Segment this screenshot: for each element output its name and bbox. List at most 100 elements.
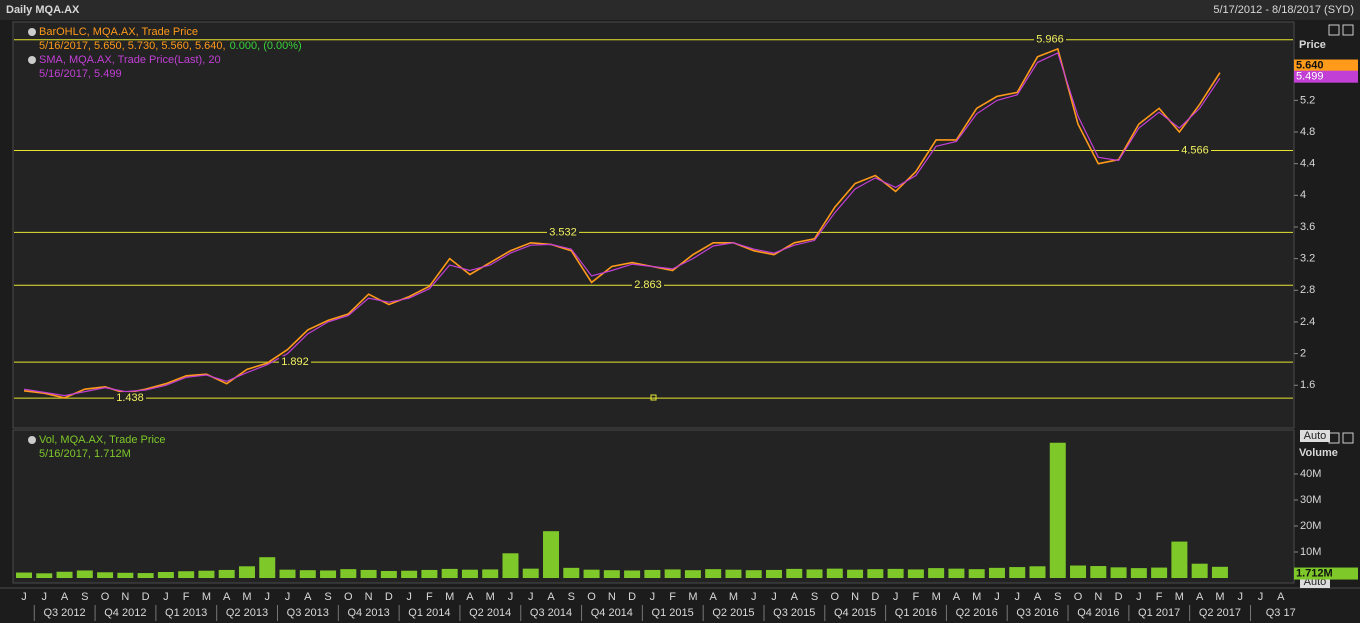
x-tick-label: S: [568, 591, 575, 603]
x-tick-label: O: [101, 591, 110, 603]
volume-bar: [56, 571, 73, 578]
volume-bar: [1029, 566, 1046, 578]
quarter-label: Q3 17: [1266, 607, 1296, 619]
x-tick-label: J: [751, 591, 757, 603]
volume-bar: [1090, 566, 1107, 578]
scale-button[interactable]: [1300, 430, 1330, 442]
x-tick-label: M: [202, 591, 211, 603]
axis-title: Price: [1299, 39, 1326, 51]
x-tick-label: O: [587, 591, 596, 603]
volume-bar: [218, 569, 235, 578]
volume-bar: [624, 570, 641, 578]
volume-bar: [97, 572, 114, 578]
x-tick-label: J: [1014, 591, 1020, 603]
x-tick-label: J: [21, 591, 27, 603]
legend-name[interactable]: SMA, MQA.AX, Trade Price(Last), 20: [39, 54, 221, 66]
x-tick-label: O: [831, 591, 840, 603]
level-label-bg: [279, 356, 311, 369]
x-tick-label: F: [426, 591, 433, 603]
x-tick-label: A: [791, 591, 799, 603]
close-button[interactable]: [1342, 24, 1354, 36]
y-tick-label: 3.2: [1300, 253, 1315, 265]
quarter-label: Q2 2014: [469, 607, 511, 619]
x-tick-label: D: [1115, 591, 1123, 603]
x-tick-label: J: [264, 591, 270, 603]
quarter-label: Q3 2013: [287, 607, 329, 619]
volume-bar: [157, 572, 174, 578]
volume-bar: [16, 572, 32, 578]
quarter-label: Q4 2014: [591, 607, 633, 619]
level-label: 4.566: [1181, 144, 1209, 156]
y-tick-label: 2: [1300, 348, 1306, 360]
legend-name[interactable]: Vol, MQA.AX, Trade Price: [39, 434, 166, 446]
chart-title: Daily MQA.AX: [6, 4, 80, 16]
x-tick-label: J: [994, 591, 1000, 603]
volume-bar: [461, 569, 478, 578]
y-tick-label: 4.8: [1300, 126, 1315, 138]
x-tick-label: J: [528, 591, 534, 603]
x-tick-label: S: [1054, 591, 1061, 603]
last-value-box: [1294, 59, 1358, 72]
x-tick-label: A: [547, 591, 555, 603]
volume-bar: [765, 569, 782, 578]
x-tick-label: J: [893, 591, 899, 603]
volume-bar: [826, 568, 843, 578]
close-button[interactable]: [1342, 432, 1354, 444]
volume-bar: [644, 569, 661, 578]
x-tick-label: M: [1215, 591, 1224, 603]
level-label-bg: [1179, 144, 1211, 157]
quarter-label: Q3 2016: [1016, 607, 1058, 619]
volume-bar: [36, 573, 53, 578]
x-tick-label: N: [365, 591, 373, 603]
x-tick-label: M: [445, 591, 454, 603]
x-tick-label: J: [1237, 591, 1243, 603]
legend-name[interactable]: BarOHLC, MQA.AX, Trade Price: [39, 26, 198, 38]
volume-bar: [1191, 563, 1208, 578]
volume-panel: [12, 429, 1295, 584]
title-bar: [0, 0, 1360, 20]
last-value-box: [1294, 567, 1358, 580]
panel-buttons[interactable]: [1328, 24, 1354, 444]
quarter-label: Q1 2014: [408, 607, 450, 619]
volume-bar: [907, 569, 924, 578]
anchor-marker[interactable]: [650, 394, 657, 401]
volume-bar: [887, 568, 904, 578]
volume-bar: [117, 572, 134, 578]
volume-bar: [745, 570, 762, 578]
x-tick-label: F: [913, 591, 920, 603]
x-tick-label: M: [932, 591, 941, 603]
volume-bar: [988, 567, 1005, 578]
x-tick-label: A: [1277, 591, 1285, 603]
x-tick-label: M: [729, 591, 738, 603]
quarter-label: Q1 2017: [1138, 607, 1180, 619]
volume-bar: [1070, 565, 1087, 578]
date-range[interactable]: 5/17/2012 - 8/18/2017 (SYD): [1213, 4, 1354, 16]
volume-bar: [968, 569, 985, 578]
x-tick-label: A: [466, 591, 474, 603]
x-tick-label: A: [953, 591, 961, 603]
quarter-label: Q3 2015: [773, 607, 815, 619]
x-tick-label: A: [1196, 591, 1204, 603]
quarter-label: Q3 2012: [43, 607, 85, 619]
level-label: 2.863: [634, 279, 662, 291]
volume-bar: [1151, 567, 1168, 578]
volume-bar: [603, 570, 620, 578]
x-tick-label: S: [324, 591, 331, 603]
x-tick-label: N: [608, 591, 616, 603]
x-tick-label: F: [1156, 591, 1163, 603]
maximize-button[interactable]: [1328, 24, 1340, 36]
volume-bar: [360, 569, 377, 578]
y-tick-label: 5.2: [1300, 94, 1315, 106]
quarter-label: Q2 2013: [226, 607, 268, 619]
volume-bar: [948, 568, 965, 578]
volume-bar: [928, 568, 945, 578]
scale-button-label: Auto: [1304, 430, 1327, 442]
x-tick-label: M: [242, 591, 251, 603]
volume-bar: [1211, 566, 1228, 578]
legend-detail: 5/16/2017, 5.499: [39, 68, 122, 80]
legend-icon: [28, 436, 36, 444]
x-tick-label: A: [710, 591, 718, 603]
y-tick-label: 1.6: [1300, 379, 1315, 391]
volume-bar: [1130, 568, 1147, 578]
